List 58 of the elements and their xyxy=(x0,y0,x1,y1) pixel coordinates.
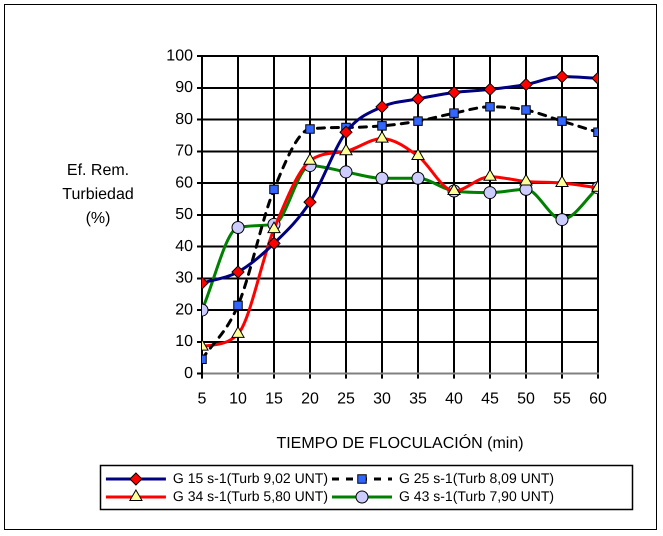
y-tick-label: 100 xyxy=(166,47,194,64)
x-tick-label: 55 xyxy=(553,390,571,408)
point xyxy=(449,108,459,118)
point xyxy=(305,124,315,134)
legend-label: G 34 s-1(Turb 5,80 UNT) xyxy=(172,488,328,504)
point xyxy=(484,186,496,200)
x-tick-label: 25 xyxy=(337,390,355,408)
y-tick-label: 60 xyxy=(175,174,194,192)
point xyxy=(448,86,460,100)
point xyxy=(413,116,423,126)
point xyxy=(485,102,495,112)
point xyxy=(411,148,425,160)
point xyxy=(269,184,279,194)
y-tick-label: 0 xyxy=(184,365,194,382)
y-tick-label: 50 xyxy=(175,206,194,224)
x-tick-label: 20 xyxy=(301,390,319,408)
point xyxy=(412,172,424,185)
point xyxy=(412,92,424,106)
y-tick-label: 10 xyxy=(175,333,194,350)
point xyxy=(376,100,388,114)
point xyxy=(376,172,388,185)
y-tick-label: 80 xyxy=(175,110,194,128)
y-tick-label: 90 xyxy=(175,79,194,96)
x-tick-label: 5 xyxy=(198,390,207,408)
point xyxy=(232,265,244,278)
y-tick-label: 70 xyxy=(175,142,194,160)
y-axis-title: Ef. Rem. Turbiedad (%) xyxy=(62,162,134,228)
point xyxy=(340,126,352,139)
point xyxy=(556,213,568,226)
point xyxy=(232,221,244,234)
point xyxy=(340,165,352,178)
x-tick-label: 15 xyxy=(265,390,283,408)
point xyxy=(484,82,496,96)
point xyxy=(267,222,281,234)
y-tick-label: 30 xyxy=(175,270,194,287)
point xyxy=(521,105,531,115)
y-tick-label: 20 xyxy=(175,301,194,318)
x-tick-label: 50 xyxy=(517,390,535,408)
legend-label: G 43 s-1(Turb 7,90 UNT) xyxy=(399,488,554,504)
legend-label: G 25 s-1(Turb 8,09 UNT) xyxy=(399,470,554,486)
point xyxy=(520,78,532,92)
x-tick-label: 40 xyxy=(445,390,463,408)
point xyxy=(233,300,243,310)
point xyxy=(375,131,389,143)
x-tick-label: 45 xyxy=(481,390,499,408)
x-tick-label: 60 xyxy=(589,390,607,408)
y-tick-label: 40 xyxy=(175,238,194,255)
x-tick-label: 35 xyxy=(409,390,427,408)
x-axis-title: TIEMPO DE FLOCULACIÓN (min) xyxy=(276,434,524,452)
point xyxy=(557,116,567,126)
x-tick-label: 30 xyxy=(373,390,391,408)
point xyxy=(268,236,280,250)
point xyxy=(555,176,569,188)
point xyxy=(377,121,387,131)
x-tick-label: 10 xyxy=(229,390,247,408)
point xyxy=(556,70,568,84)
point xyxy=(304,196,316,209)
legend-label: G 15 s-1(Turb 9,02 UNT) xyxy=(172,470,328,486)
